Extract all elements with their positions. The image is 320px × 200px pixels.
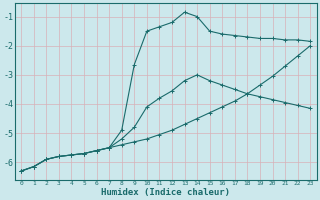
X-axis label: Humidex (Indice chaleur): Humidex (Indice chaleur) xyxy=(101,188,230,197)
